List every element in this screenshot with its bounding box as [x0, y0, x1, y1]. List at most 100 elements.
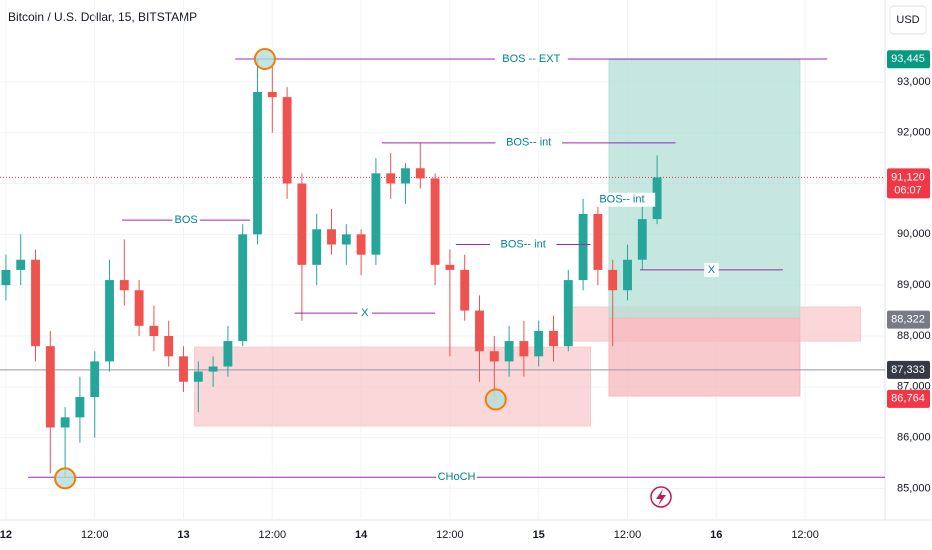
candle-body	[386, 173, 396, 184]
lightning-icon[interactable]	[650, 486, 672, 508]
x-tick-label: 12:00	[791, 529, 819, 541]
candle-body	[637, 219, 647, 260]
candle-body	[31, 259, 40, 347]
candle-body	[45, 346, 55, 428]
candle-body	[164, 335, 174, 357]
candle-body	[563, 280, 573, 347]
x-tick-label: 15	[533, 529, 545, 541]
price-badge	[887, 360, 930, 379]
plot: BOS -- EXT BOS-- int BOS BOS-- int BOS-- int…	[0, 0, 885, 520]
candle-body	[119, 280, 129, 291]
x-tick-label: 12:00	[436, 529, 464, 541]
candle-body	[312, 229, 322, 265]
candle-body	[430, 178, 440, 265]
price-badge-countdown: 06:07	[894, 184, 922, 196]
candle-body	[341, 234, 351, 245]
candle-body	[297, 183, 307, 265]
candle-body	[149, 325, 159, 336]
level-label-bg	[494, 51, 568, 66]
y-tick-label: 89,000	[897, 279, 931, 291]
x-tick-label: 12:00	[259, 529, 287, 541]
zone	[608, 317, 801, 397]
candle-body	[519, 341, 529, 357]
y-tick-label: 93,000	[897, 76, 931, 88]
level-label-bg	[704, 262, 719, 277]
level-label: BOS-- int	[599, 194, 644, 206]
candle-body	[623, 259, 632, 291]
candle-body	[415, 168, 425, 179]
candle-body	[460, 269, 470, 311]
icon-bolt[interactable]	[656, 489, 666, 506]
candle-body	[1, 269, 11, 286]
level-label-bg	[495, 135, 562, 150]
price-badge-label: 86,764	[891, 393, 925, 405]
y-tick-label: 85,000	[897, 482, 931, 494]
candle-body	[253, 92, 262, 235]
candle-body	[475, 310, 484, 352]
candle-body	[371, 173, 381, 255]
candle-body	[16, 259, 26, 270]
candle-body	[134, 290, 144, 326]
level-label: BOS-- int	[506, 137, 551, 149]
candle-body	[90, 361, 100, 397]
level-label: X	[708, 264, 716, 276]
level-label-bg	[172, 213, 200, 228]
candle-body	[105, 280, 114, 362]
candle-body	[652, 177, 662, 220]
candle-body	[445, 264, 455, 270]
price-badge	[887, 50, 930, 69]
y-tick-label: 90,000	[897, 228, 931, 240]
candle-body	[75, 396, 85, 418]
candle-body	[401, 168, 410, 184]
candle-body	[267, 92, 277, 98]
x-tick-label: 12	[0, 529, 12, 541]
x-tick-label: 13	[177, 529, 189, 541]
marker	[253, 47, 276, 70]
y-tick-label: 87,000	[897, 381, 931, 393]
candle-body	[193, 371, 203, 382]
chart-title: Bitcoin / U.S. Dollar, 15, BITSTAMP	[8, 10, 197, 24]
zone	[194, 346, 591, 427]
candle-body	[60, 417, 70, 428]
candle-body	[179, 356, 188, 382]
candle-body	[223, 341, 233, 367]
price-badge-label: 93,445	[891, 53, 925, 65]
candle-body	[578, 214, 588, 281]
level-label-bg	[588, 192, 656, 207]
candle-body	[504, 341, 514, 362]
level-label: BOS -- EXT	[502, 53, 560, 65]
candle-body	[327, 229, 336, 245]
candle-body	[238, 234, 248, 342]
candle-body	[608, 269, 618, 291]
price-badge-label: 91,120	[891, 171, 925, 183]
level-label-bg	[489, 237, 557, 252]
zone	[608, 59, 801, 319]
price-badge	[887, 310, 930, 329]
x-tick-label: 12:00	[81, 529, 109, 541]
currency-button[interactable]	[889, 5, 927, 35]
candle-body	[489, 351, 499, 362]
price-badge-label: 87,333	[891, 364, 925, 376]
level-label: X	[361, 307, 369, 319]
level-label-bg	[357, 306, 373, 321]
price-badge	[887, 389, 930, 408]
marker	[484, 388, 507, 411]
currency[interactable]: USD	[896, 14, 919, 26]
candle-body	[593, 214, 603, 270]
level-label: CHoCH	[438, 471, 476, 483]
marker	[54, 467, 77, 490]
level-label: BOS	[174, 214, 197, 226]
x-tick-label: 12:00	[614, 529, 642, 541]
x-tick-label: 14	[355, 529, 368, 541]
y-tick-label: 88,000	[897, 330, 931, 342]
candle-body	[282, 97, 292, 184]
candle-body	[356, 234, 366, 255]
y-tick-label: 92,000	[897, 127, 931, 139]
candle-body	[534, 330, 544, 357]
x-tick-label: 16	[710, 529, 722, 541]
candle-body	[208, 366, 218, 372]
level-label-bg	[436, 470, 477, 485]
candle-body	[549, 330, 558, 347]
